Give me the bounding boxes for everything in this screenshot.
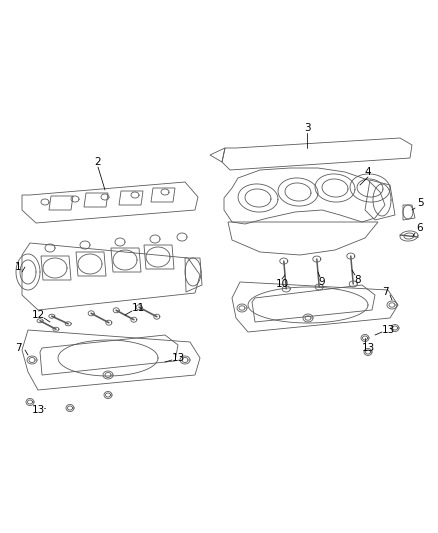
Text: 13: 13 — [32, 405, 45, 415]
Text: 12: 12 — [32, 310, 45, 320]
Text: 9: 9 — [319, 277, 325, 287]
Text: 2: 2 — [95, 157, 101, 167]
Text: 4: 4 — [365, 167, 371, 177]
Text: 5: 5 — [417, 198, 423, 208]
Text: 8: 8 — [355, 275, 361, 285]
Text: 11: 11 — [131, 303, 145, 313]
Text: 1: 1 — [15, 262, 21, 272]
Text: 10: 10 — [276, 279, 289, 289]
Text: 13: 13 — [381, 325, 395, 335]
Text: 3: 3 — [304, 123, 310, 133]
Text: 7: 7 — [381, 287, 389, 297]
Text: 7: 7 — [15, 343, 21, 353]
Text: 13: 13 — [361, 343, 374, 353]
Text: 13: 13 — [171, 353, 185, 363]
Text: 6: 6 — [417, 223, 423, 233]
